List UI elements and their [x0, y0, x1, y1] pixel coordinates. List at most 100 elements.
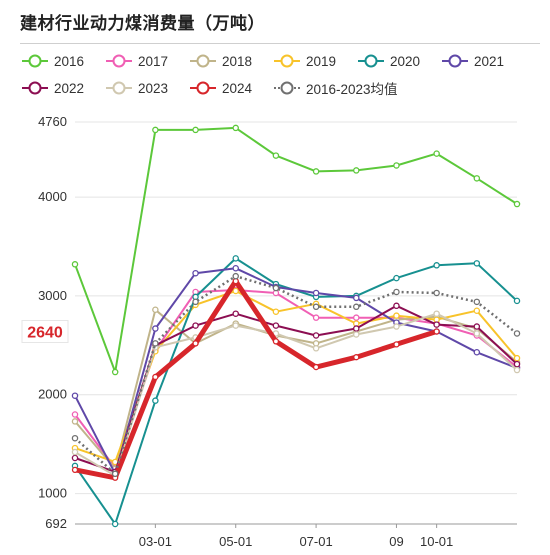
legend-item-2018[interactable]: 2018 [190, 50, 252, 72]
legend-item-2016-2023均值[interactable]: 2016-2023均值 [274, 77, 398, 99]
legend-marker-icon [358, 54, 384, 68]
series-line-2021 [74, 267, 518, 475]
legend-marker-icon [22, 54, 48, 68]
data-point-2022 [192, 322, 199, 329]
data-point-2016-2023均值 [152, 340, 159, 347]
data-point-2023 [393, 323, 400, 330]
legend-label: 2016 [54, 53, 85, 69]
data-point-2024 [312, 363, 320, 371]
data-point-2016-2023均值 [232, 272, 239, 280]
x-tick-label: 10-01 [420, 534, 453, 549]
data-point-2016-2023均值 [192, 298, 199, 306]
series-line-2016-2023均值 [74, 274, 518, 476]
data-point-2020 [473, 260, 481, 267]
data-point-2022 [393, 302, 400, 310]
y-tick-label: 4000 [38, 189, 67, 204]
data-point-2019 [513, 354, 521, 362]
data-point-2016 [111, 368, 119, 376]
data-point-2024 [152, 373, 159, 381]
data-point-2016-2023均值 [513, 330, 521, 337]
data-point-2016 [192, 126, 199, 134]
data-point-2024 [71, 466, 79, 473]
data-point-2022 [232, 310, 239, 317]
legend-label: 2017 [138, 53, 169, 69]
y-tick-label: 3000 [38, 288, 67, 303]
legend-item-2024[interactable]: 2024 [190, 77, 252, 99]
legend-item-2020[interactable]: 2020 [358, 50, 420, 72]
data-point-2023 [473, 330, 481, 337]
series-line-2016 [74, 126, 518, 373]
data-point-2016 [71, 261, 79, 268]
data-point-2022 [473, 323, 481, 330]
data-point-2023 [353, 331, 360, 338]
legend-label: 2019 [306, 53, 337, 69]
data-point-2016 [232, 124, 239, 132]
title-divider [20, 43, 540, 44]
data-point-2016 [513, 200, 521, 208]
data-point-2016-2023均值 [71, 434, 79, 442]
data-point-2021 [71, 392, 79, 399]
legend-item-2022[interactable]: 2022 [22, 77, 84, 99]
data-point-2024 [433, 328, 440, 335]
legend-item-2019[interactable]: 2019 [274, 50, 336, 72]
data-point-2022 [272, 322, 280, 329]
data-point-2020 [433, 262, 440, 269]
data-point-2021 [192, 269, 199, 277]
data-point-2021 [353, 294, 360, 302]
data-point-2024 [192, 340, 199, 347]
data-point-2016-2023均值 [312, 303, 320, 311]
data-point-2019 [232, 287, 239, 295]
data-point-2017 [353, 314, 360, 321]
data-point-2020 [513, 297, 521, 305]
data-point-2021 [152, 325, 159, 332]
data-point-2024 [272, 338, 280, 345]
data-point-2016 [353, 167, 360, 174]
legend-marker-icon [190, 81, 216, 95]
data-point-2019 [393, 312, 400, 319]
data-point-2020 [232, 255, 239, 262]
x-tick-label: 07-01 [299, 534, 332, 549]
data-point-2018 [71, 418, 79, 425]
data-point-2023 [232, 322, 239, 329]
data-point-2016 [152, 126, 159, 134]
legend-label: 2018 [222, 53, 253, 69]
data-point-2021 [312, 289, 320, 297]
data-point-2016-2023均值 [111, 470, 119, 478]
legend-item-2017[interactable]: 2017 [106, 50, 168, 72]
legend-label: 2021 [474, 53, 505, 69]
y-tick-label: 1000 [38, 486, 67, 501]
data-point-2016 [312, 168, 320, 175]
legend-label: 2024 [222, 80, 253, 96]
data-point-2020 [393, 274, 400, 282]
data-point-2017 [71, 411, 79, 418]
legend-marker-icon [190, 54, 216, 68]
chart-title: 建材行业动力煤消费量（万吨） [20, 14, 265, 33]
data-point-2021 [473, 349, 481, 356]
legend-label: 2023 [138, 80, 169, 96]
data-point-2016 [433, 150, 440, 157]
data-point-2022 [71, 454, 79, 462]
data-point-2020 [111, 520, 119, 528]
legend-label: 2020 [390, 53, 421, 69]
data-point-2017 [312, 314, 320, 321]
data-point-2023 [312, 345, 320, 352]
legend-item-2016[interactable]: 2016 [22, 50, 84, 72]
y-tick-label: 4760 [38, 114, 67, 129]
legend-marker-icon [274, 54, 300, 68]
series-line-2023 [74, 312, 518, 477]
legend-item-2023[interactable]: 2023 [106, 77, 168, 99]
data-point-2016-2023均值 [473, 298, 481, 306]
data-point-2016-2023均值 [393, 288, 400, 296]
legend-label: 2016-2023均值 [306, 82, 398, 97]
data-point-2024 [393, 341, 400, 348]
legend-item-2021[interactable]: 2021 [442, 50, 504, 72]
x-tick-label: 09 [389, 534, 403, 549]
data-point-2016 [393, 162, 400, 169]
data-point-2019 [272, 308, 280, 315]
data-point-2022 [312, 332, 320, 339]
data-point-2023 [513, 366, 521, 374]
legend-marker-icon [106, 54, 132, 68]
data-point-2016 [473, 175, 481, 182]
highlight-label-box [21, 319, 69, 343]
